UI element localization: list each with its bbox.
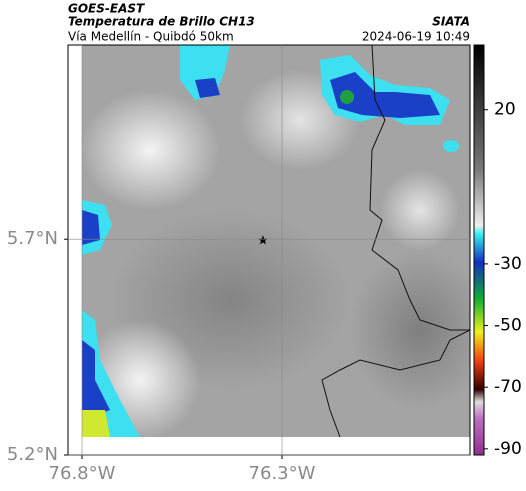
satellite-image	[82, 45, 470, 437]
route: Vía Medellín - Quibdó 50km	[68, 30, 234, 44]
colorbar-tick-label: -70	[494, 377, 522, 397]
timestamp: 2024-06-19 10:49	[362, 30, 470, 44]
colorbar-tick-label: 20	[494, 100, 516, 120]
source: SIATA	[432, 15, 470, 29]
subtitle: Temperatura de Brillo CH13	[68, 15, 255, 29]
title: GOES-EAST	[68, 2, 145, 16]
colorbar-tick-label: -30	[494, 254, 522, 274]
colorbar-tick-label: -90	[494, 439, 522, 459]
colorbar-tick-label: -50	[494, 316, 522, 336]
colorbar	[473, 44, 485, 456]
y-tick-label: 5.2°N	[7, 444, 58, 465]
y-tick-label: 5.7°N	[7, 228, 58, 249]
x-tick-label: 76.3°W	[249, 463, 316, 484]
x-tick-label: 76.8°W	[49, 463, 116, 484]
location-marker: ★	[257, 234, 269, 249]
